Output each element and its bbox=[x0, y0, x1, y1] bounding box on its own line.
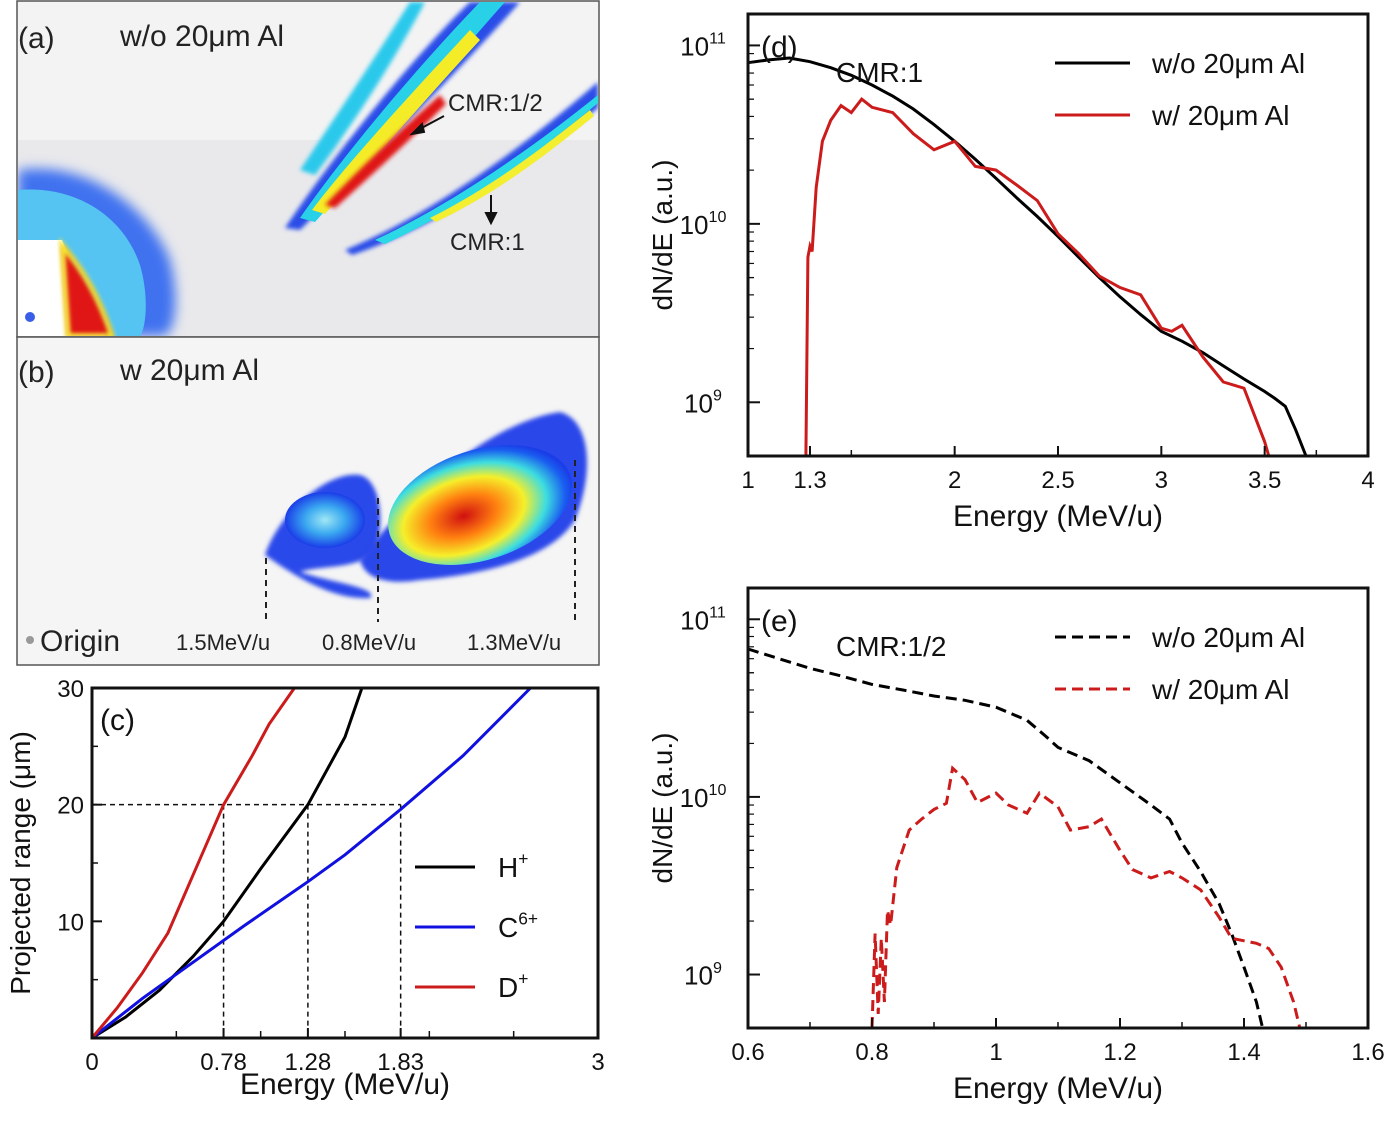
x-tick-label-e-3: 1.2 bbox=[1103, 1039, 1136, 1066]
y-tick-label-d-2: 1011 bbox=[680, 30, 726, 62]
x-tick-label-d-5: 3.5 bbox=[1248, 467, 1281, 494]
x-tick-label-2: 1.28 bbox=[285, 1049, 332, 1076]
x-tick-label-d-0: 1 bbox=[741, 467, 754, 494]
y-tick-label-e-2: 1011 bbox=[680, 604, 726, 636]
series-line-d-0 bbox=[747, 56, 1308, 457]
x-tick-label-d-2: 2 bbox=[948, 467, 961, 494]
legend-label-d-1: w/ 20μm Al bbox=[1151, 100, 1290, 131]
panel-d-spectrum-cmr1: 1 1.3 2 2.5 3 3.5 4 109 1010 1011 (d) CMR:1 Energy (… bbox=[647, 12, 1375, 533]
x-tick-label-d-4: 3 bbox=[1155, 467, 1168, 494]
panel-b-marker-2: 0.8MeV/u bbox=[322, 630, 416, 655]
legend-label-e-1: w/ 20μm Al bbox=[1151, 674, 1290, 705]
panel-e-annotation: CMR:1/2 bbox=[836, 631, 946, 662]
series-line-e-1 bbox=[870, 765, 1302, 1029]
x-tick-label-d-3: 2.5 bbox=[1041, 467, 1074, 494]
y-tick-label-1: 20 bbox=[57, 793, 84, 820]
x-tick-label-e-2: 1 bbox=[989, 1039, 1002, 1066]
panel-c-range-chart: 0 0.78 1.28 1.83 3 10 20 30 (c) Energy (MeV/u) Pro… bbox=[5, 676, 605, 1101]
x-axis-label-d: Energy (MeV/u) bbox=[953, 500, 1163, 533]
x-tick-label-d-1: 1.3 bbox=[793, 467, 826, 494]
panel-a-arrows bbox=[409, 115, 498, 226]
panel-a-label-half: CMR:1/2 bbox=[448, 90, 543, 117]
panel-b-tag: (b) bbox=[18, 356, 55, 389]
panel-b-title: w 20μm Al bbox=[119, 354, 259, 387]
panel-a-tag: (a) bbox=[18, 22, 55, 55]
panel-a-label-one: CMR:1 bbox=[450, 229, 525, 256]
panel-a-title: w/o 20μm Al bbox=[119, 20, 284, 53]
panel-b-marker-lines bbox=[265, 460, 576, 622]
y-tick-label-0: 10 bbox=[57, 909, 84, 936]
y-axis-label-d: dN/dE (a.u.) bbox=[647, 160, 678, 311]
series-line-1 bbox=[91, 686, 532, 1040]
y-tick-label-2: 30 bbox=[57, 676, 84, 703]
series-line-e-0 bbox=[747, 647, 1265, 1029]
series-line-2 bbox=[90, 687, 296, 1039]
panel-c-tag: (c) bbox=[100, 704, 135, 737]
y-axis-label: Projected range (μm) bbox=[5, 731, 36, 995]
panel-e-spectrum-cmr-half: 0.6 0.8 1 1.2 1.4 1.6 109 1010 1011 (e) CMR:1/2 Ene… bbox=[647, 586, 1385, 1105]
y-axis-label-e: dN/dE (a.u.) bbox=[647, 733, 678, 884]
x-tick-label-e-1: 0.8 bbox=[855, 1039, 888, 1066]
legend-label-2: D+ bbox=[498, 968, 528, 1003]
y-tick-label-e-0: 109 bbox=[684, 959, 722, 991]
x-axis-label-e: Energy (MeV/u) bbox=[953, 1072, 1163, 1105]
panel-a-detector-image: (a) w/o 20μm Al CMR:1/2 CMR:1 bbox=[16, 0, 600, 338]
legend-label-0: H+ bbox=[498, 848, 528, 883]
panel-e-tag: (e) bbox=[761, 605, 798, 638]
x-tick-label-0: 0 bbox=[85, 1049, 98, 1076]
panel-d-annotation: CMR:1 bbox=[836, 57, 923, 88]
series-line-0 bbox=[91, 687, 364, 1040]
legend-label-d-0: w/o 20μm Al bbox=[1151, 48, 1305, 79]
y-tick-label-d-0: 109 bbox=[684, 387, 722, 419]
x-tick-label-1: 0.78 bbox=[200, 1049, 247, 1076]
x-tick-label-e-5: 1.6 bbox=[1351, 1039, 1384, 1066]
y-tick-label-d-1: 1010 bbox=[680, 208, 727, 240]
x-tick-label-3: 1.83 bbox=[377, 1049, 424, 1076]
x-tick-label-4: 3 bbox=[591, 1049, 604, 1076]
y-tick-label-e-1: 1010 bbox=[680, 781, 727, 813]
series-line-d-1 bbox=[804, 96, 1271, 457]
panel-b-marker-1: 1.5MeV/u bbox=[176, 630, 270, 655]
panel-b-origin: Origin bbox=[40, 625, 120, 658]
x-tick-label-e-4: 1.4 bbox=[1227, 1039, 1260, 1066]
panel-d-tag: (d) bbox=[761, 31, 798, 64]
panel-b-detector-image: (b) w 20μm Al Origin 1.5MeV/u 0.8MeV/u 1… bbox=[16, 336, 600, 666]
x-axis-label: Energy (MeV/u) bbox=[240, 1068, 450, 1101]
legend-label-e-0: w/o 20μm Al bbox=[1151, 622, 1305, 653]
x-tick-label-e-0: 0.6 bbox=[731, 1039, 764, 1066]
panel-b-marker-3: 1.3MeV/u bbox=[467, 630, 561, 655]
legend-label-1: C6+ bbox=[498, 908, 538, 943]
x-tick-label-d-6: 4 bbox=[1361, 467, 1374, 494]
